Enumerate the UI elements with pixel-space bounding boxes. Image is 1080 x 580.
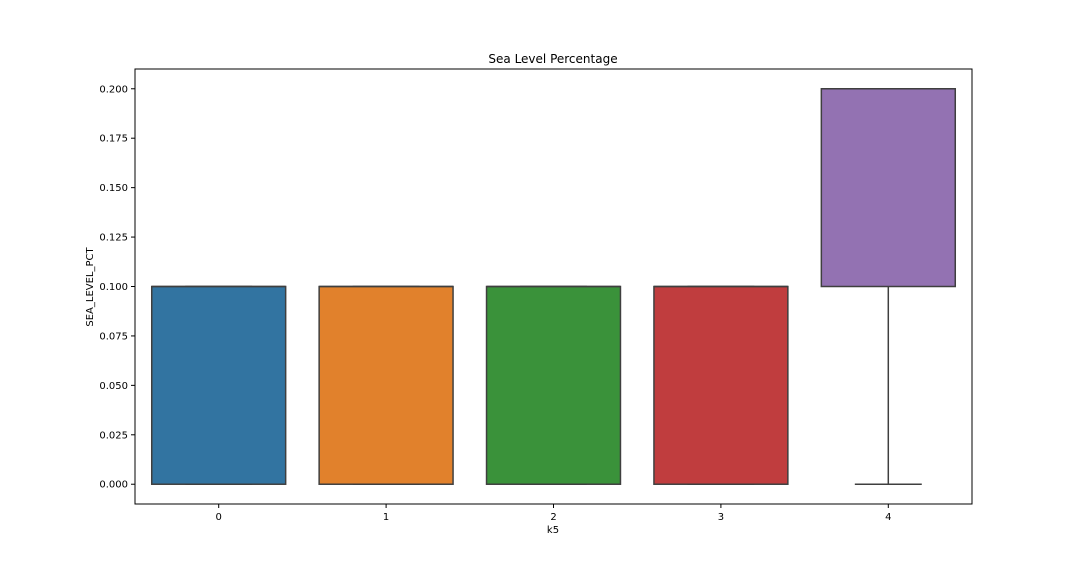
- x-tick-label: 4: [885, 512, 891, 523]
- box-1: [318, 285, 454, 485]
- box-4: [820, 88, 957, 288]
- y-tick-label: 0.100: [99, 282, 128, 293]
- x-tick-label: 3: [718, 512, 724, 523]
- y-tick-label: 0.000: [99, 480, 128, 491]
- x-axis-label: k5: [547, 525, 559, 536]
- box-0: [150, 285, 287, 485]
- y-tick-label: 0.125: [99, 233, 128, 244]
- x-tick-label: 2: [550, 512, 556, 523]
- chart-title: Sea Level Percentage: [488, 52, 617, 66]
- y-tick-label: 0.150: [99, 183, 128, 194]
- y-axis-label: SEA_LEVEL_PCT: [85, 246, 96, 326]
- y-tick-label: 0.025: [99, 430, 128, 441]
- x-tick-label: 1: [383, 512, 389, 523]
- y-tick-label: 0.050: [99, 381, 128, 392]
- y-tick-label: 0.175: [99, 134, 128, 145]
- x-tick-label: 0: [216, 512, 222, 523]
- box-3: [653, 285, 789, 485]
- y-tick-label: 0.200: [99, 84, 128, 95]
- plot-area: 0.000 0.025 0.050 0.075 0.100 0.125 0.150 0.175…: [99, 68, 973, 523]
- y-tick-label: 0.075: [99, 331, 128, 342]
- box-2: [485, 285, 622, 485]
